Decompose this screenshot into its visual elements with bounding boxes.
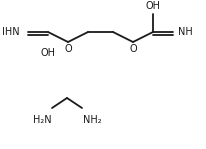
Text: IHN: IHN (2, 27, 20, 37)
Text: O: O (64, 44, 71, 54)
Text: H₂N: H₂N (33, 115, 51, 125)
Text: NH: NH (177, 27, 192, 37)
Text: O: O (129, 44, 136, 54)
Text: OH: OH (145, 1, 160, 11)
Text: OH: OH (40, 48, 55, 58)
Text: NH₂: NH₂ (82, 115, 101, 125)
